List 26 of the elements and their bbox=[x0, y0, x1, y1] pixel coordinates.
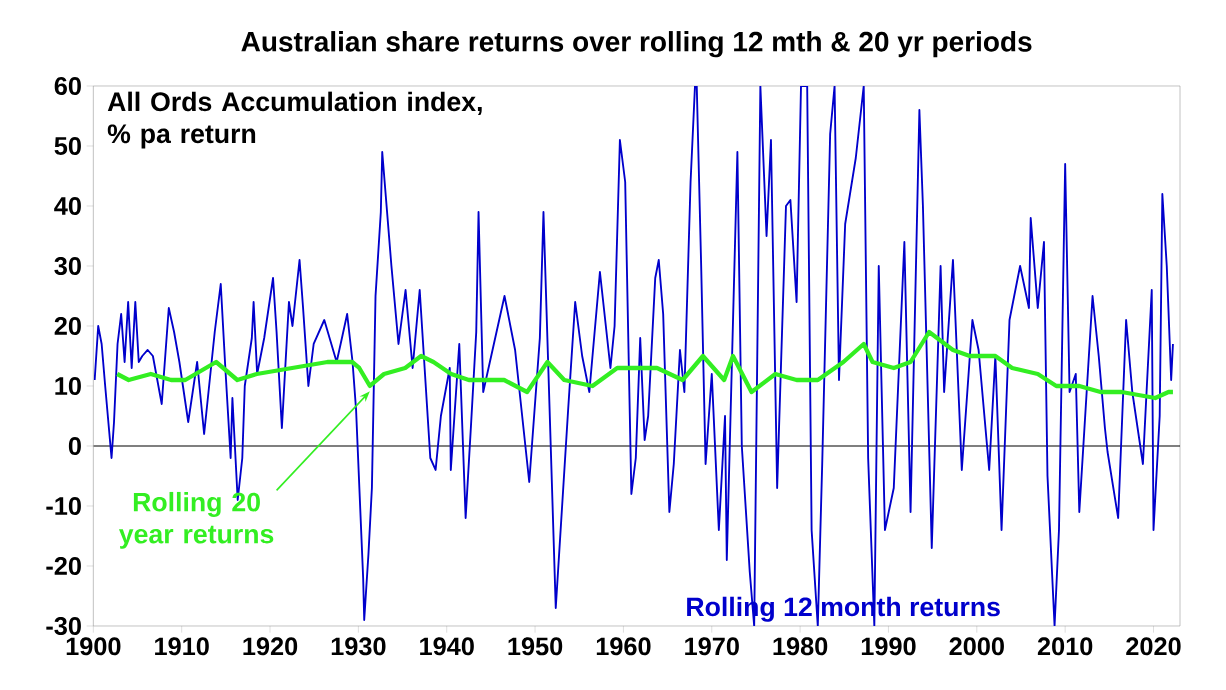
y-tick-label: 50 bbox=[54, 137, 81, 155]
annotation: All Ords Accumulation index, % pa return bbox=[107, 91, 482, 149]
x-tick-label: 1930 bbox=[331, 637, 386, 656]
x-tick-label: 1980 bbox=[773, 637, 828, 656]
y-tick-label: 30 bbox=[54, 257, 81, 275]
y-tick-label: -30 bbox=[46, 617, 81, 635]
x-tick-label: 2020 bbox=[1126, 637, 1181, 656]
y-tick-label: -20 bbox=[46, 557, 81, 575]
x-tick-label: 1960 bbox=[596, 637, 651, 656]
x-tick-label: 1970 bbox=[685, 637, 739, 656]
x-tick-label: 2000 bbox=[949, 637, 1004, 656]
y-tick-label: 60 bbox=[54, 77, 81, 95]
y-tick-label: 40 bbox=[54, 197, 81, 215]
x-tick-label: 1940 bbox=[420, 637, 474, 656]
y-tick-label: 20 bbox=[54, 317, 81, 335]
x-tick-label: 1990 bbox=[861, 637, 916, 656]
chart-title: Australian share returns over rolling 12 mth & 20 yr periods bbox=[241, 31, 1032, 58]
x-tick-label: 1910 bbox=[155, 637, 209, 656]
y-tick-label: 0 bbox=[68, 437, 81, 455]
x-tick-label: 2010 bbox=[1037, 637, 1093, 656]
x-tick-label: 1900 bbox=[66, 637, 121, 656]
x-tick-label: 1920 bbox=[243, 637, 298, 656]
text: Rolling 20 year returns bbox=[118, 491, 274, 549]
y-tick-label: -10 bbox=[46, 497, 81, 515]
x-tick-label: 1950 bbox=[508, 637, 563, 656]
y-tick-label: 10 bbox=[55, 377, 81, 395]
